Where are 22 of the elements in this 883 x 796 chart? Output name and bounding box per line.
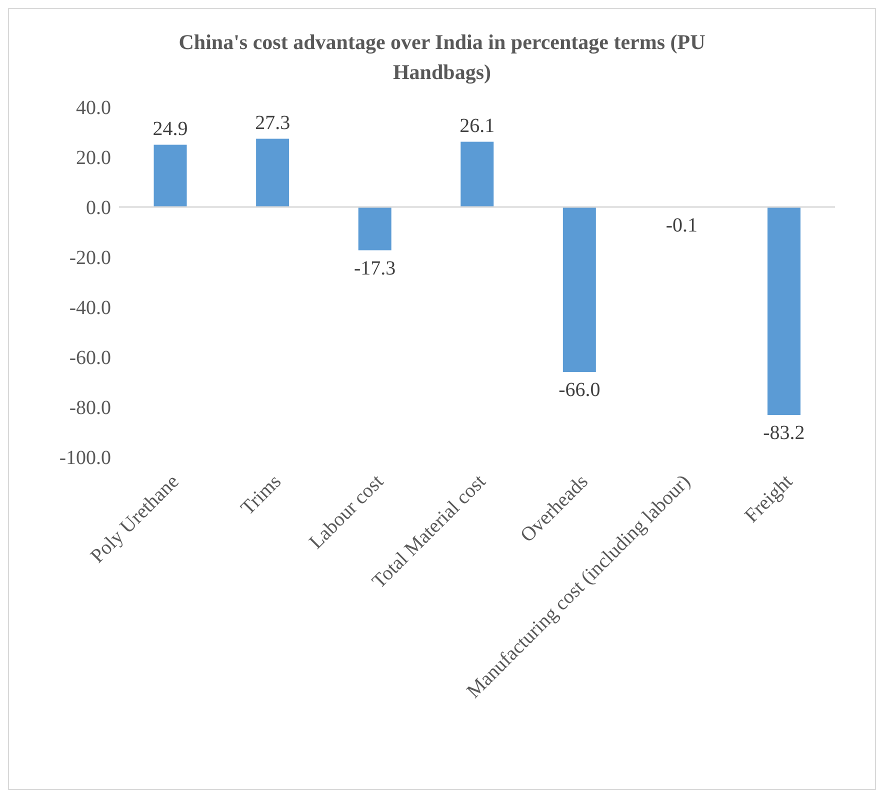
bar [358,207,392,250]
data-label: -0.1 [666,214,698,236]
data-label: 27.3 [255,112,290,134]
bar [562,207,596,372]
data-label: -66.0 [558,379,600,401]
chart-title: China's cost advantage over India in percentage terms (PU Handbags) [178,29,706,86]
data-label: 24.9 [152,118,188,140]
y-tick-label: -60.0 [69,347,111,370]
data-label: -83.2 [763,422,805,444]
bar [154,144,187,207]
y-tick-label: -40.0 [69,297,111,320]
data-label: 26.1 [460,114,495,137]
y-tick-label: 20.0 [76,147,111,170]
y-tick-label: -100.0 [59,447,111,470]
y-tick-label: -80.0 [69,397,111,420]
y-tick-label: 0.0 [86,197,111,220]
y-tick-label: -20.0 [69,247,111,270]
bar [767,207,800,415]
bar [256,138,290,207]
y-tick-label: 40.0 [76,97,111,120]
bar [460,142,494,207]
data-label: -17.3 [354,257,396,280]
